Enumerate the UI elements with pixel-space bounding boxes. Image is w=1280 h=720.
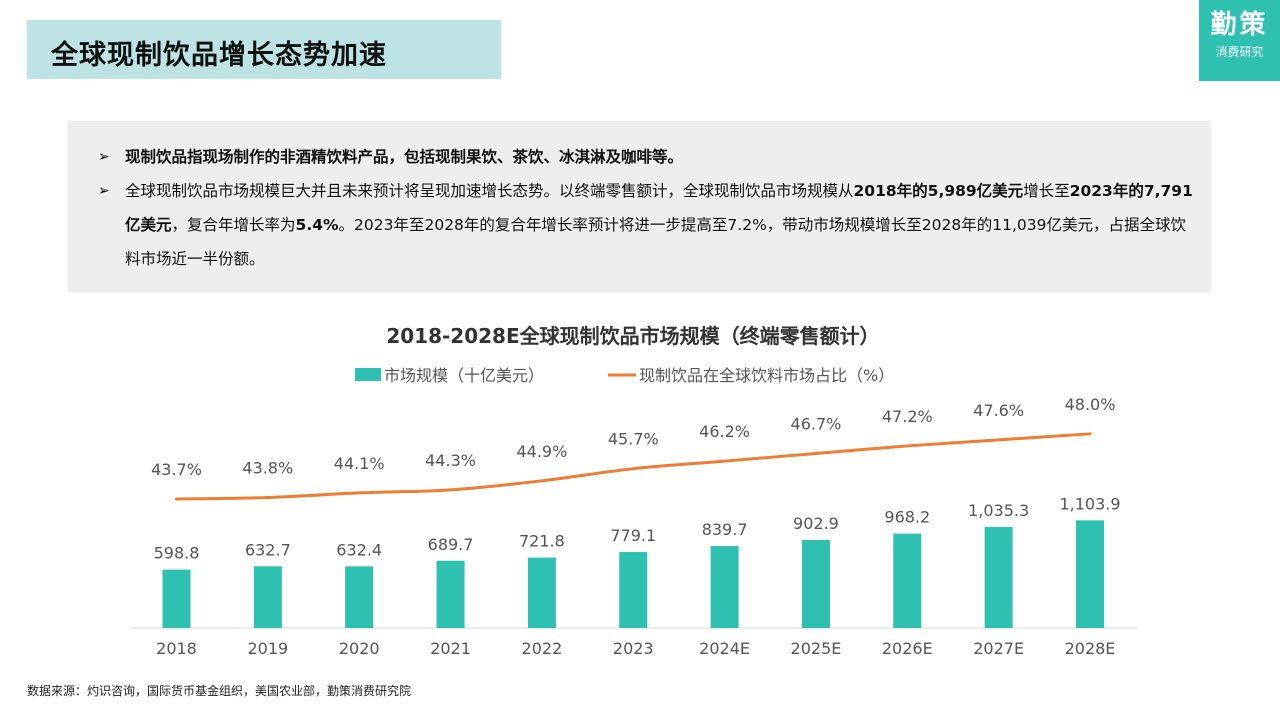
x-tick-label: 2026E [882, 639, 933, 658]
summary-text: 增长至 [1023, 182, 1070, 200]
line-value-label: 47.2% [882, 407, 933, 426]
summary-highlight: 5.4% [295, 216, 339, 234]
line-value-label: 46.2% [699, 422, 750, 441]
bar [619, 552, 648, 628]
chart-legend: 市场规模（十亿美元） 现制饮品在全球饮料市场占比（%） [355, 366, 894, 385]
line-value-label: 44.3% [425, 451, 476, 470]
page-title: 全球现制饮品增长态势加速 [51, 40, 387, 71]
arrow-bullet-icon: ➢ [98, 149, 110, 165]
legend-bar-label: 市场规模（十亿美元） [384, 366, 544, 385]
x-tick-label: 2024E [699, 639, 750, 658]
summary-box: ➢ 现制饮品指现场制作的非酒精饮料产品，包括现制果饮、茶饮、冰淇淋及咖啡等。 ➢… [68, 121, 1211, 292]
legend-bar-swatch [355, 368, 381, 381]
line-value-label: 43.8% [242, 458, 293, 477]
x-tick-label: 2020 [339, 639, 380, 658]
x-tick-label: 2028E [1065, 639, 1116, 658]
summary-item-2: 全球现制饮品市场规模巨大并且未来预计将呈现加速增长态势。以终端零售额计，全球现制… [125, 174, 1195, 276]
x-tick-label: 2027E [973, 639, 1024, 658]
line-value-label: 47.6% [973, 401, 1024, 420]
summary-item-1: 现制饮品指现场制作的非酒精饮料产品，包括现制果饮、茶饮、冰淇淋及咖啡等。 [125, 148, 684, 166]
title-banner: 全球现制饮品增长态势加速 [27, 20, 501, 79]
bar-value-label: 598.8 [154, 544, 200, 563]
bar [710, 546, 739, 628]
legend-line-label: 现制饮品在全球饮料市场占比（%） [639, 366, 894, 385]
summary-text: ，复合年增长率为 [171, 216, 296, 234]
bar-value-label: 689.7 [428, 535, 474, 554]
chart-marks: 598.8 2018 43.7% 632.7 2019 43.8% 632.4 2020 44.… [151, 395, 1120, 658]
chart-title: 2018-2028E全球现制饮品市场规模（终端零售额计） [386, 324, 879, 348]
bar-value-label: 839.7 [702, 520, 748, 539]
x-tick-label: 2023 [613, 639, 654, 658]
bar [345, 566, 374, 628]
bar [253, 566, 282, 628]
bar [893, 533, 922, 628]
bar-value-label: 968.2 [884, 508, 930, 527]
summary-highlight: 2023年的7,791亿美元 [125, 182, 1193, 234]
summary-text: 全球现制饮品市场规模巨大并且未来预计将呈现加速增长态势。以终端零售额计，全球现制… [125, 182, 854, 200]
bar [801, 539, 830, 628]
bar-value-label: 721.8 [519, 532, 565, 551]
x-tick-label: 2022 [522, 639, 563, 658]
line-value-label: 43.7% [151, 460, 202, 479]
brand-subtitle: 消费研究 [1215, 45, 1264, 59]
bar-value-label: 1,035.3 [968, 501, 1029, 520]
x-tick-label: 2021 [430, 639, 471, 658]
x-tick-label: 2025E [791, 639, 842, 658]
brand-logo: 勤策 消费研究 [1199, 0, 1280, 81]
x-tick-label: 2018 [156, 639, 197, 658]
bar-value-label: 902.9 [793, 514, 839, 533]
bar-value-label: 632.7 [245, 540, 291, 559]
bar [436, 560, 465, 628]
arrow-bullet-icon: ➢ [98, 183, 110, 199]
bar [1076, 520, 1104, 628]
line-value-label: 48.0% [1065, 395, 1116, 414]
line-value-label: 45.7% [608, 430, 659, 449]
bar-value-label: 779.1 [610, 526, 656, 545]
x-tick-label: 2019 [247, 639, 288, 658]
bar-value-label: 1,103.9 [1059, 494, 1120, 513]
bar-value-label: 632.4 [336, 540, 382, 559]
summary-text: 。2023年至2028年的复合年增长率预计将进一步提高至7.2%，带动市场规模增… [125, 216, 1186, 268]
share-line [175, 432, 1092, 501]
data-source-note: 数据来源：灼识咨询，国际货币基金组织，美国农业部，勤策消费研究院 [27, 684, 412, 698]
bar [527, 557, 556, 628]
summary-highlight: 2018年的5,989亿美元 [853, 182, 1024, 200]
bar [984, 527, 1013, 628]
bar [162, 569, 191, 628]
line-value-label: 44.9% [516, 442, 567, 461]
line-value-label: 44.1% [334, 454, 385, 473]
line-value-label: 46.7% [791, 415, 842, 434]
brand-name: 勤策 [1210, 10, 1269, 40]
